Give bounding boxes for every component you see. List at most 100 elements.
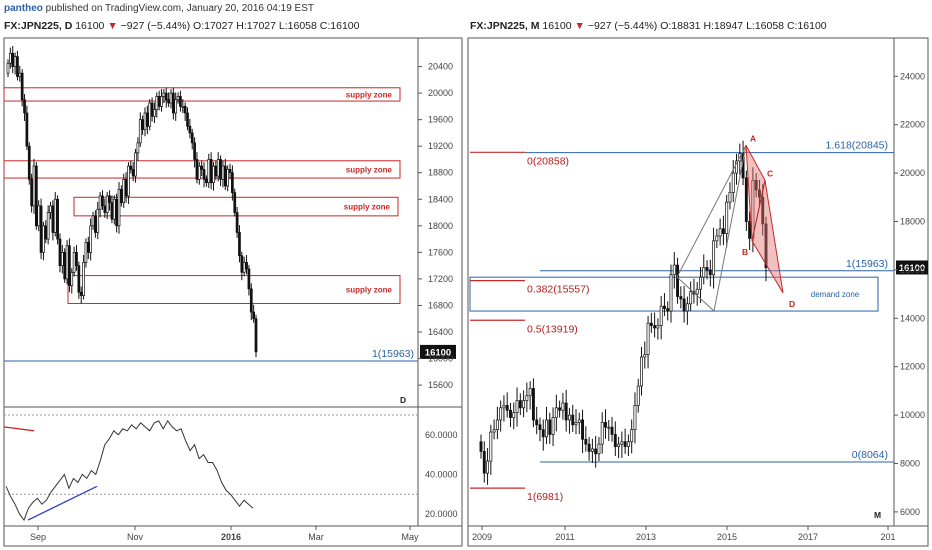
harmonic-xab-outline	[676, 145, 747, 313]
daily-candle-body	[94, 215, 97, 233]
monthly-candle-body	[548, 419, 552, 435]
monthly-candle-body	[636, 385, 640, 406]
daily-candle-body	[18, 72, 22, 77]
daily-candle-body	[193, 142, 196, 160]
monthly-open: O:18831	[660, 20, 701, 32]
daily-y-tick-label: 18400	[428, 194, 453, 204]
monthly-candle-body	[541, 429, 545, 438]
monthly-candle-body	[551, 417, 555, 435]
daily-candle-body	[108, 195, 111, 203]
daily-candle-body	[25, 112, 29, 147]
monthly-candle-body	[610, 426, 614, 435]
monthly-candle-body	[712, 240, 716, 276]
monthly-candle-body	[669, 274, 673, 312]
daily-candle-body	[150, 102, 154, 117]
monthly-y-tick-label: 8000	[900, 459, 920, 469]
monthly-candle-body	[545, 419, 548, 438]
monthly-last-price: 16100	[542, 20, 572, 32]
monthly-candle-body	[538, 424, 542, 430]
daily-candle-body	[231, 172, 234, 193]
daily-candle-body	[72, 252, 76, 273]
daily-candle-body	[171, 92, 175, 114]
monthly-fib-blue-label: 1.618(20845)	[826, 140, 888, 152]
monthly-candle-body	[685, 303, 689, 312]
daily-candle-body	[77, 265, 81, 293]
daily-candle-body	[226, 169, 230, 187]
daily-candle-body	[209, 159, 213, 184]
monthly-candle-body	[626, 441, 630, 447]
monthly-x-tick-label: 2009	[472, 532, 492, 542]
harmonic-bcd-triangle	[751, 180, 784, 294]
monthly-candle-body	[718, 228, 722, 237]
daily-candle-body	[228, 169, 232, 174]
monthly-candle-body	[705, 267, 709, 271]
daily-candle-body	[167, 99, 170, 104]
harmonic-point-label: D	[789, 299, 795, 309]
monthly-candle-body	[757, 189, 761, 198]
monthly-x-tick-label: 2013	[636, 532, 656, 542]
daily-candle-body	[30, 179, 33, 207]
monthly-candle-body	[489, 431, 493, 462]
monthly-candle-body	[577, 419, 581, 423]
daily-candle-body	[214, 165, 218, 177]
supply-zone-label: supply zone	[346, 165, 393, 174]
publisher-username[interactable]: pantheo	[4, 3, 43, 14]
monthly-x-tick-label: 2017	[798, 532, 818, 542]
monthly-candle-body	[571, 414, 575, 426]
daily-candle-body	[134, 152, 137, 177]
daily-y-tick-label: 16000	[428, 354, 453, 364]
daily-candle-body	[11, 52, 15, 67]
monthly-candle-body	[676, 264, 680, 297]
daily-candle-body	[219, 159, 222, 180]
monthly-candle-body	[531, 388, 535, 421]
monthly-change: −927 (−5.44%)	[587, 20, 658, 32]
monthly-candle-body	[597, 443, 601, 455]
daily-candle-body	[129, 165, 133, 170]
monthly-candle-body	[761, 196, 765, 225]
monthly-candle-body	[492, 429, 496, 433]
daily-candle-body	[188, 125, 192, 134]
monthly-candle-body	[662, 305, 666, 309]
monthly-candle-body	[630, 429, 634, 443]
daily-candle-body	[183, 106, 187, 114]
daily-candle-body	[89, 225, 93, 253]
daily-candle-body	[27, 145, 31, 180]
monthly-candle-body	[613, 434, 617, 447]
supply-zone-label: supply zone	[344, 203, 391, 212]
monthly-candle-body	[522, 400, 526, 409]
monthly-candle-body	[561, 402, 565, 411]
monthly-candle-body	[581, 419, 585, 440]
daily-candle-body	[63, 252, 67, 280]
monthly-y-tick-label: 22000	[900, 120, 925, 130]
daily-y-tick-label: 15600	[428, 380, 453, 390]
daily-candle-body	[169, 92, 173, 104]
oscillator-y-tick-label: 20.0000	[425, 509, 458, 519]
daily-candle-body	[46, 212, 50, 240]
monthly-candle-body	[617, 443, 621, 447]
monthly-candle-body	[623, 441, 627, 447]
monthly-candle-body	[666, 308, 670, 312]
monthly-candle-body	[728, 192, 732, 203]
monthly-candle-body	[590, 448, 594, 452]
oscillator-trendline	[27, 485, 98, 521]
harmonic-point-label: C	[767, 168, 773, 178]
monthly-panel-frame	[467, 37, 929, 547]
monthly-candle-body	[554, 407, 558, 418]
daily-candle-body	[58, 238, 62, 266]
daily-candle-body	[42, 225, 45, 253]
daily-candle-body	[221, 165, 225, 180]
daily-d-marker: D	[400, 395, 406, 405]
monthly-candle-body	[594, 448, 598, 455]
daily-candle-body	[195, 159, 199, 180]
daily-candle-body	[117, 188, 121, 227]
daily-panel-frame	[3, 37, 463, 547]
monthly-candle-body	[515, 400, 519, 414]
daily-candle-body	[242, 261, 246, 273]
daily-candle-body	[51, 205, 55, 233]
monthly-y-tick-label: 12000	[900, 362, 925, 372]
daily-candle-body	[212, 165, 215, 184]
daily-candle-body	[23, 99, 26, 114]
monthly-y-tick-label: 24000	[900, 71, 925, 81]
daily-y-tick-label: 16800	[428, 300, 453, 310]
